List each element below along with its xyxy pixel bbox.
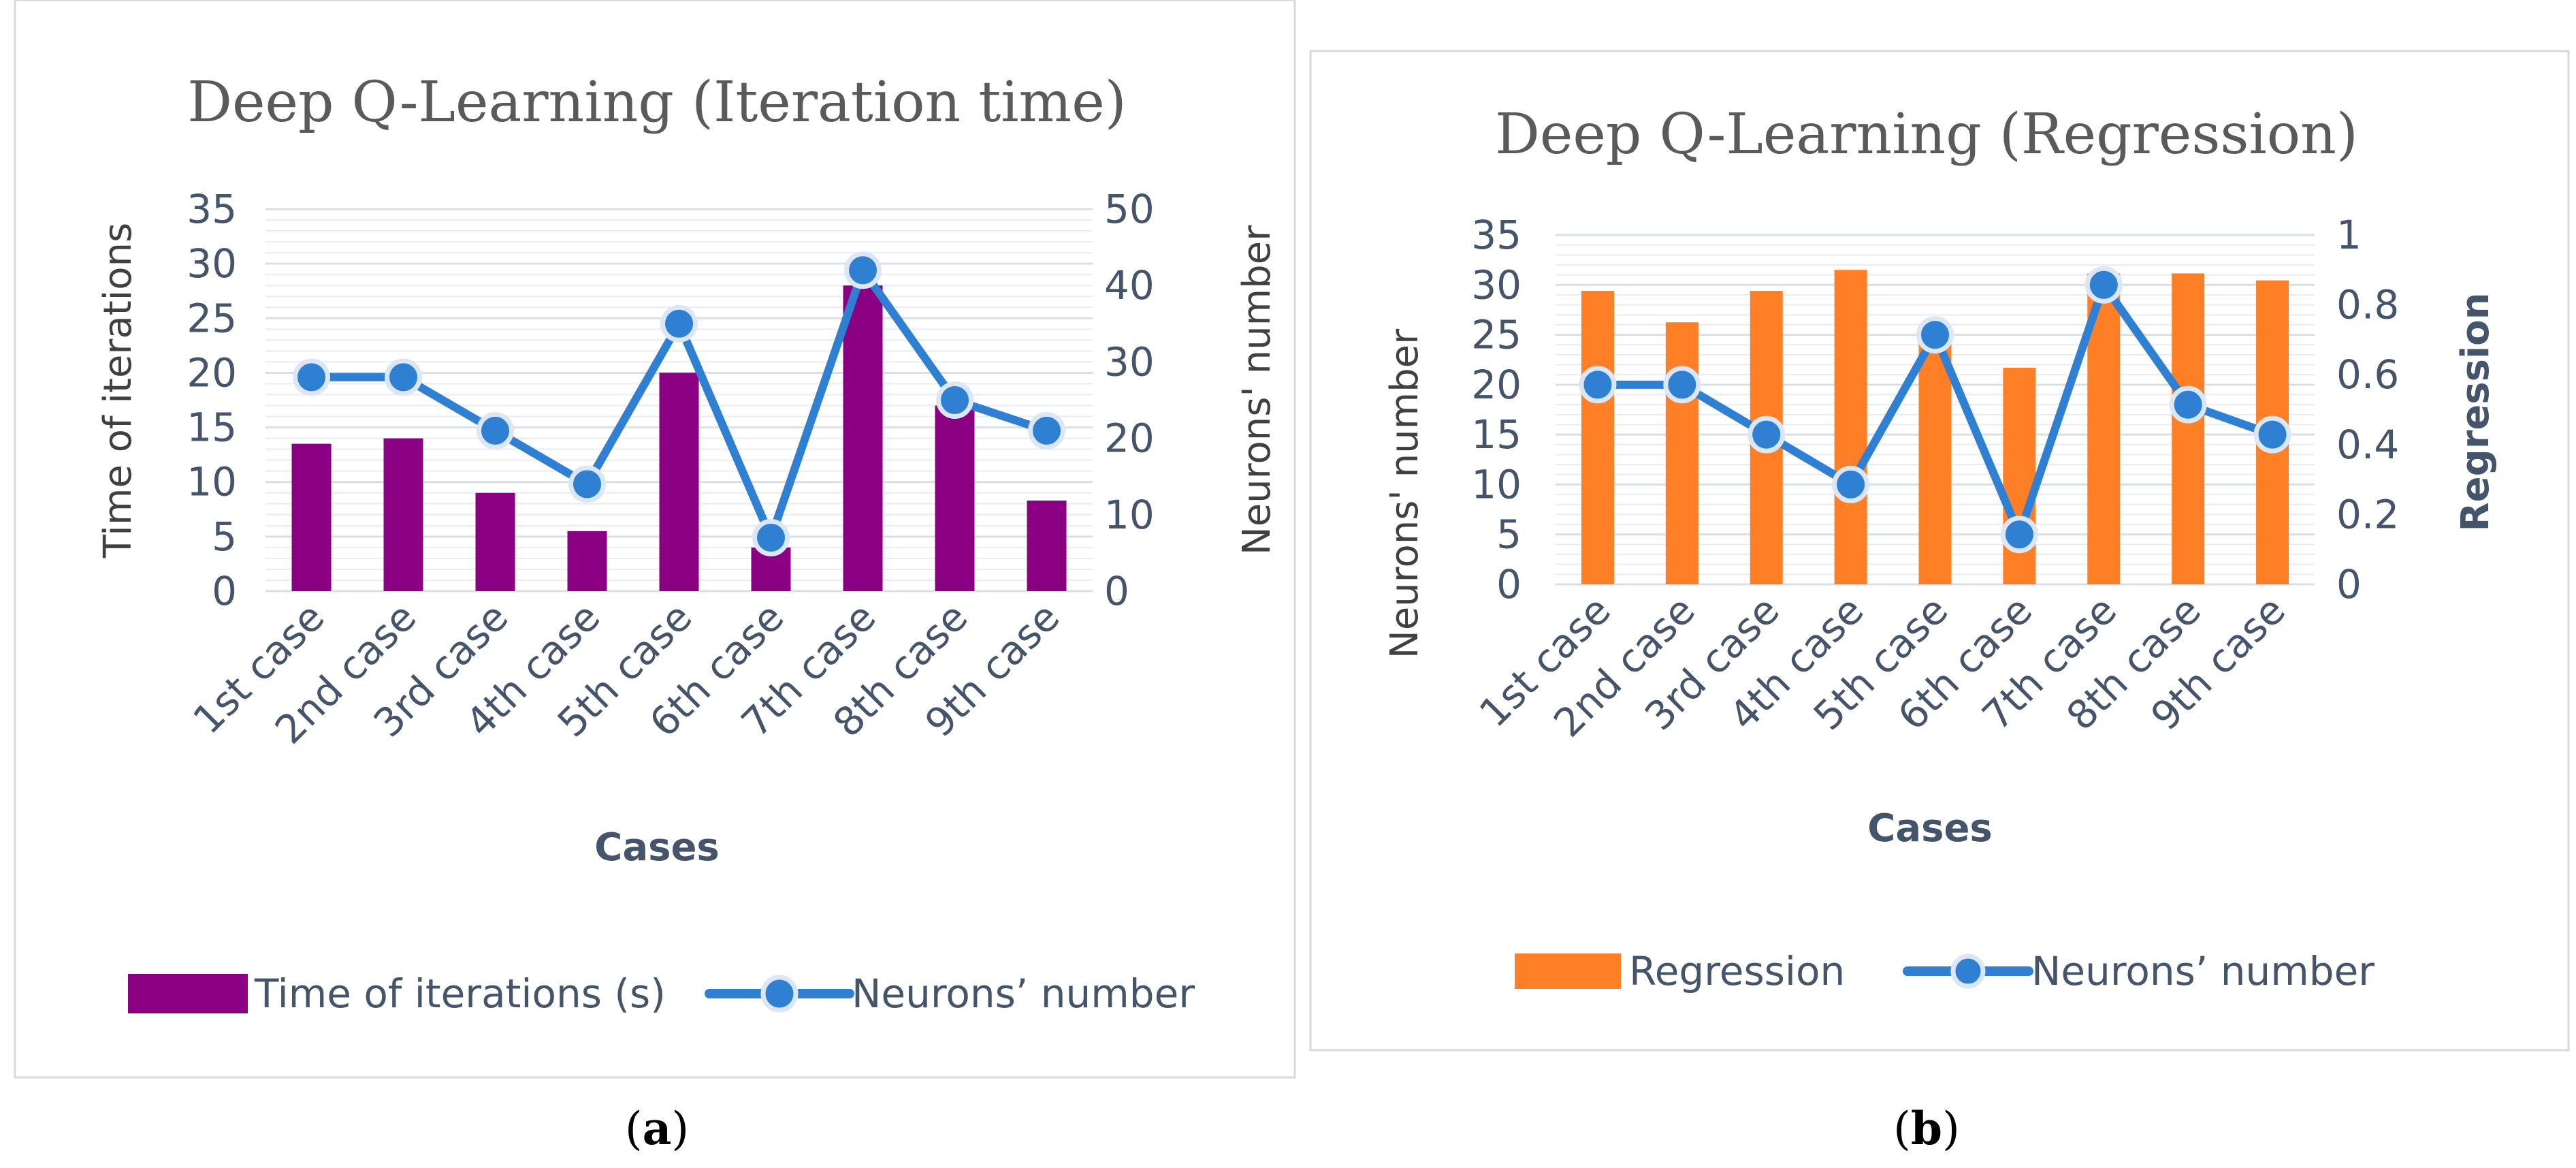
panel-b-y-tick-label: 35 — [1471, 212, 1522, 258]
panel-b: Deep Q-Learning (Regression) 05101520253… — [1309, 50, 2570, 1155]
panel-b-line-point — [2000, 516, 2038, 554]
panel-b-y-tick-label: 10 — [1471, 461, 1522, 507]
panel-a-y2-axis-title: Neurons' number — [1235, 225, 1279, 555]
panel-b-legend-bar-swatch — [1515, 953, 1621, 989]
panel-b-y-tick-label: 15 — [1471, 411, 1522, 458]
panel-a-caption: (a) — [625, 1102, 689, 1155]
panel-a-line — [293, 251, 1065, 556]
panel-b-bar — [1665, 322, 1698, 584]
panel-a-y2-tick-label: 0 — [1104, 568, 1129, 614]
panel-a-y2-tick-label: 40 — [1104, 262, 1155, 309]
panel-a-y-tick-label: 25 — [187, 295, 237, 341]
panel-a-y-tick-label: 5 — [212, 514, 237, 560]
panel-b-line-point — [2253, 415, 2291, 454]
panel-b-y2-axis-title: Regression — [2453, 293, 2498, 532]
panel-a-legend-bar-swatch — [128, 974, 248, 1013]
panel-a-y-tick-label: 35 — [187, 186, 237, 232]
panel-b-line-point — [1916, 316, 1954, 354]
panel-a-y-tick-label: 0 — [212, 568, 237, 614]
panel-a: Deep Q-Learning (Iteration time) 0 5 10 15 2… — [14, 0, 1296, 1155]
panel-b-y-tick-label: 30 — [1471, 262, 1522, 308]
panel-a-bar — [935, 405, 975, 591]
panel-b-y-tick-label: 5 — [1496, 511, 1522, 558]
panel-b-line-point — [2084, 266, 2123, 304]
panel-b-y2-ticks: 0 0.2 0.4 0.6 0.8 1 — [2336, 212, 2399, 607]
panel-b-bar — [1834, 270, 1867, 584]
panel-a-legend-line-label: Neurons’ number — [852, 970, 1195, 1017]
panel-b-line — [1579, 266, 2291, 554]
panel-b-y2-tick-label: 1 — [2336, 212, 2362, 258]
panel-a-y2-ticks: 0 10 20 30 40 50 — [1104, 186, 1155, 614]
panel-a-line-point — [293, 358, 330, 396]
panel-b-line-point — [1748, 415, 1786, 454]
panel-b-y2-tick-label: 0.8 — [2336, 282, 2399, 328]
panel-a-line-point — [752, 518, 790, 556]
panel-a-bar — [567, 531, 607, 591]
panel-a-legend: Time of iterations (s) Neurons’ number — [128, 970, 1195, 1017]
panel-b-legend-bar-label: Regression — [1629, 948, 1845, 994]
panel-a-y-ticks: 0 5 10 15 20 25 30 35 — [187, 186, 237, 614]
panel-b-line-point — [2169, 385, 2207, 424]
panel-a-bar — [843, 285, 883, 591]
panel-b-legend-line-label: Neurons’ number — [2031, 948, 2374, 994]
panel-a-y-axis-title: Time of iterations — [96, 223, 140, 558]
panel-b-bar — [1581, 291, 1614, 584]
panel-a-y-tick-label: 30 — [187, 240, 237, 287]
panel-b-caption: (b) — [1893, 1102, 1960, 1155]
panel-b-x-axis-title: Cases — [1867, 806, 1993, 851]
panel-b-y-axis-title: Neurons' number — [1383, 328, 1427, 659]
panel-b-y2-tick-label: 0 — [2336, 561, 2362, 607]
panel-b-y-tick-label: 20 — [1471, 362, 1522, 408]
panel-a-y2-tick-label: 10 — [1104, 492, 1155, 538]
panel-a-line-point — [385, 358, 422, 396]
panel-a-title: Deep Q-Learning (Iteration time) — [187, 70, 1127, 135]
panel-a-y2-tick-label: 20 — [1104, 415, 1155, 462]
panel-a-x-axis-title: Cases — [594, 825, 720, 870]
panel-a-bar — [291, 443, 332, 591]
panel-a-legend-bar-label: Time of iterations (s) — [254, 970, 666, 1017]
panel-b-y-tick-label: 0 — [1496, 561, 1522, 607]
panel-b-line-point — [1579, 366, 1617, 404]
panel-a-bar — [659, 373, 699, 591]
panel-a-bar — [475, 492, 515, 591]
panel-b-y2-tick-label: 0.2 — [2336, 491, 2399, 537]
panel-b-legend-marker — [1950, 953, 1986, 989]
panel-a-legend-marker — [760, 975, 799, 1013]
panel-b-y2-tick-label: 0.4 — [2336, 422, 2399, 468]
panel-a-bars — [291, 285, 1067, 591]
panel-a-y2-tick-label: 30 — [1104, 338, 1155, 385]
panel-a-bar — [1027, 500, 1067, 591]
panel-b-title: Deep Q-Learning (Regression) — [1495, 102, 2358, 167]
panel-b-y-tick-label: 25 — [1471, 312, 1522, 358]
panel-b-y2-tick-label: 0.6 — [2336, 351, 2399, 398]
panel-a-y-tick-label: 10 — [187, 459, 237, 505]
panel-b-legend: Regression Neurons’ number — [1515, 948, 2374, 994]
panel-b-bar — [2172, 273, 2205, 584]
panel-b-line-point — [1663, 366, 1701, 404]
panel-a-y2-tick-label: 50 — [1104, 186, 1155, 232]
panel-a-y-tick-label: 20 — [187, 349, 237, 396]
panel-a-y-tick-label: 15 — [187, 405, 237, 451]
panel-a-border — [14, 0, 1296, 1079]
panel-a-line-point — [660, 304, 698, 343]
panel-a-line-point — [1028, 411, 1065, 449]
panel-a-line-point — [844, 251, 882, 289]
panel-a-line-point — [568, 465, 606, 503]
panel-a-line-point — [477, 411, 514, 449]
panel-b-bar — [1918, 343, 1952, 584]
panel-a-line-point — [936, 381, 973, 419]
panel-b-line-point — [1832, 465, 1870, 503]
panel-a-bar — [383, 438, 423, 591]
